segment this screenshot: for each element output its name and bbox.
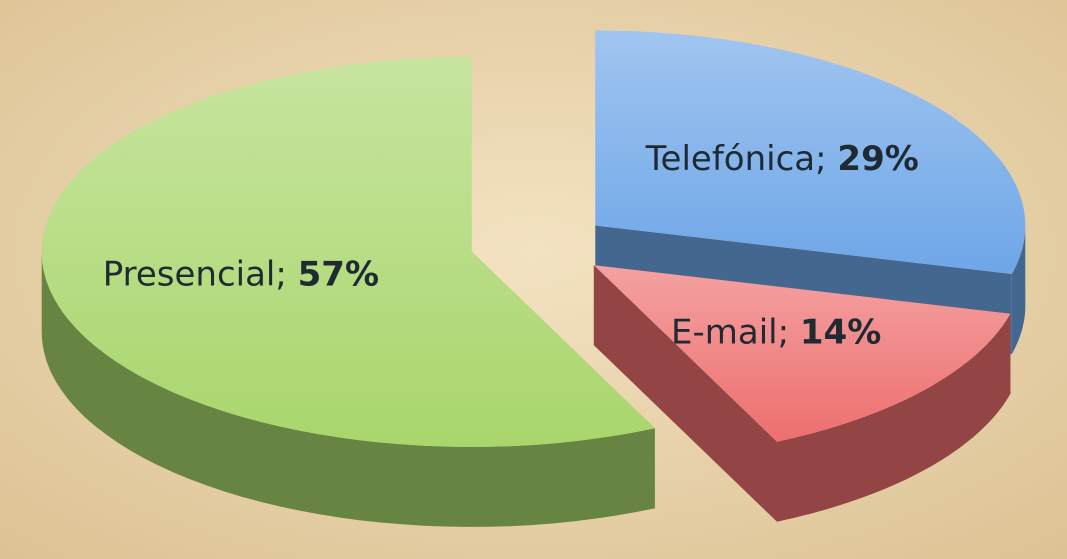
- value-label: 14%: [800, 312, 881, 352]
- label-separator: ;: [275, 254, 297, 294]
- category-label: E-mail: [671, 312, 778, 352]
- slice-side-shade: [1011, 225, 1026, 354]
- label-separator: ;: [815, 138, 837, 178]
- data-label: Telefónica; 29%: [645, 138, 919, 178]
- data-label: E-mail; 14%: [671, 312, 881, 352]
- slice-highlight: [593, 265, 1011, 442]
- slice-side-shade: [41, 251, 655, 527]
- slice-side: [593, 265, 777, 522]
- label-separator: ;: [778, 312, 800, 352]
- slice-highlight: [41, 56, 655, 447]
- slice-side: [777, 313, 1011, 522]
- slice-side: [41, 251, 655, 527]
- slice-side: [1011, 225, 1026, 354]
- category-label: Telefónica: [645, 138, 816, 178]
- slice-highlight: [595, 30, 1026, 274]
- category-label: Presencial: [103, 254, 276, 294]
- data-label: Presencial; 57%: [103, 254, 379, 294]
- value-label: 29%: [837, 138, 918, 178]
- value-label: 57%: [298, 254, 379, 294]
- slice-side-shade: [777, 313, 1011, 522]
- slice-side-shade: [593, 265, 777, 522]
